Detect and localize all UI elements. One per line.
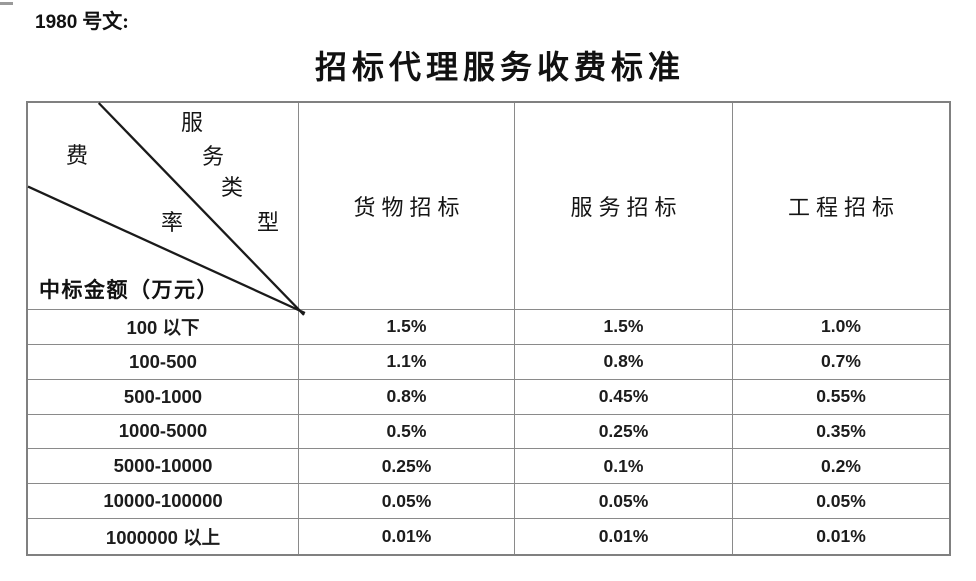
column-header-services: 服务招标 [515, 103, 733, 310]
column-header-goods: 货物招标 [299, 103, 515, 310]
rate-cell: 0.25% [299, 449, 515, 485]
diagonal-divider-lines [27, 102, 306, 316]
rate-cell: 0.5% [299, 414, 515, 450]
rate-cell: 0.25% [515, 414, 733, 450]
rate-cell: 1.5% [515, 310, 733, 345]
rate-cell: 0.01% [816, 526, 866, 547]
rate-cell: 1.1% [299, 344, 515, 380]
page-title: 招标代理服务收费标准 [314, 49, 685, 85]
reference-number-suffix: 号文: [77, 11, 129, 33]
amount-range-cell: 1000000 以上 [28, 519, 299, 554]
rate-cell: 0.35% [733, 415, 949, 450]
corner-label-type-char: 型 [257, 210, 280, 235]
amount-range-cell: 500-1000 [28, 379, 299, 415]
fee-standard-table: 服 务 类 型 费 率 中标金额（万元） 货物招标 服务招标 工程招标 100 … [26, 101, 951, 556]
corner-label-type-char: 服 [181, 110, 204, 135]
rate-cell: 1.5% [299, 310, 515, 345]
rate-cell: 0.05% [515, 484, 733, 520]
corner-label-fee-char: 费 [66, 143, 89, 168]
page-edge-artifact [0, 2, 13, 5]
corner-label-type-char: 务 [202, 144, 225, 169]
amount-range-cell: 1000-5000 [28, 414, 299, 450]
rate-cell: 0.01% [299, 519, 515, 554]
reference-number: 1980 号文: [35, 5, 129, 34]
rate-cell: 0.45% [515, 379, 733, 415]
rate-cell: 0.7% [733, 345, 949, 380]
corner-label-type-char: 类 [221, 175, 244, 200]
reference-number-digits: 1980 [35, 12, 78, 33]
amount-range-cell: 5000-10000 [28, 449, 299, 485]
rate-cell: 0.8% [299, 379, 515, 415]
diagonal-header-cell: 服 务 类 型 费 率 中标金额（万元） [27, 102, 306, 316]
rate-cell: 0.2% [733, 449, 949, 485]
row-axis-label: 中标金额（万元） [39, 278, 219, 302]
rate-cell: 0.1% [515, 449, 733, 485]
rate-cell: 0.01% [515, 519, 733, 554]
amount-range-cell: 100-500 [28, 344, 299, 380]
rate-cell: 1.0% [733, 310, 949, 345]
rate-cell: 0.05% [733, 484, 949, 520]
amount-range-cell: 100 以下 [28, 310, 299, 345]
rate-cell: 0.05% [299, 484, 515, 520]
rate-cell: 0.8% [515, 344, 733, 380]
column-header-engineering: 工程招标 [733, 103, 949, 310]
rate-cell: 0.55% [733, 380, 949, 415]
amount-range-cell: 10000-100000 [28, 484, 299, 520]
corner-label-fee-char: 率 [161, 210, 184, 235]
